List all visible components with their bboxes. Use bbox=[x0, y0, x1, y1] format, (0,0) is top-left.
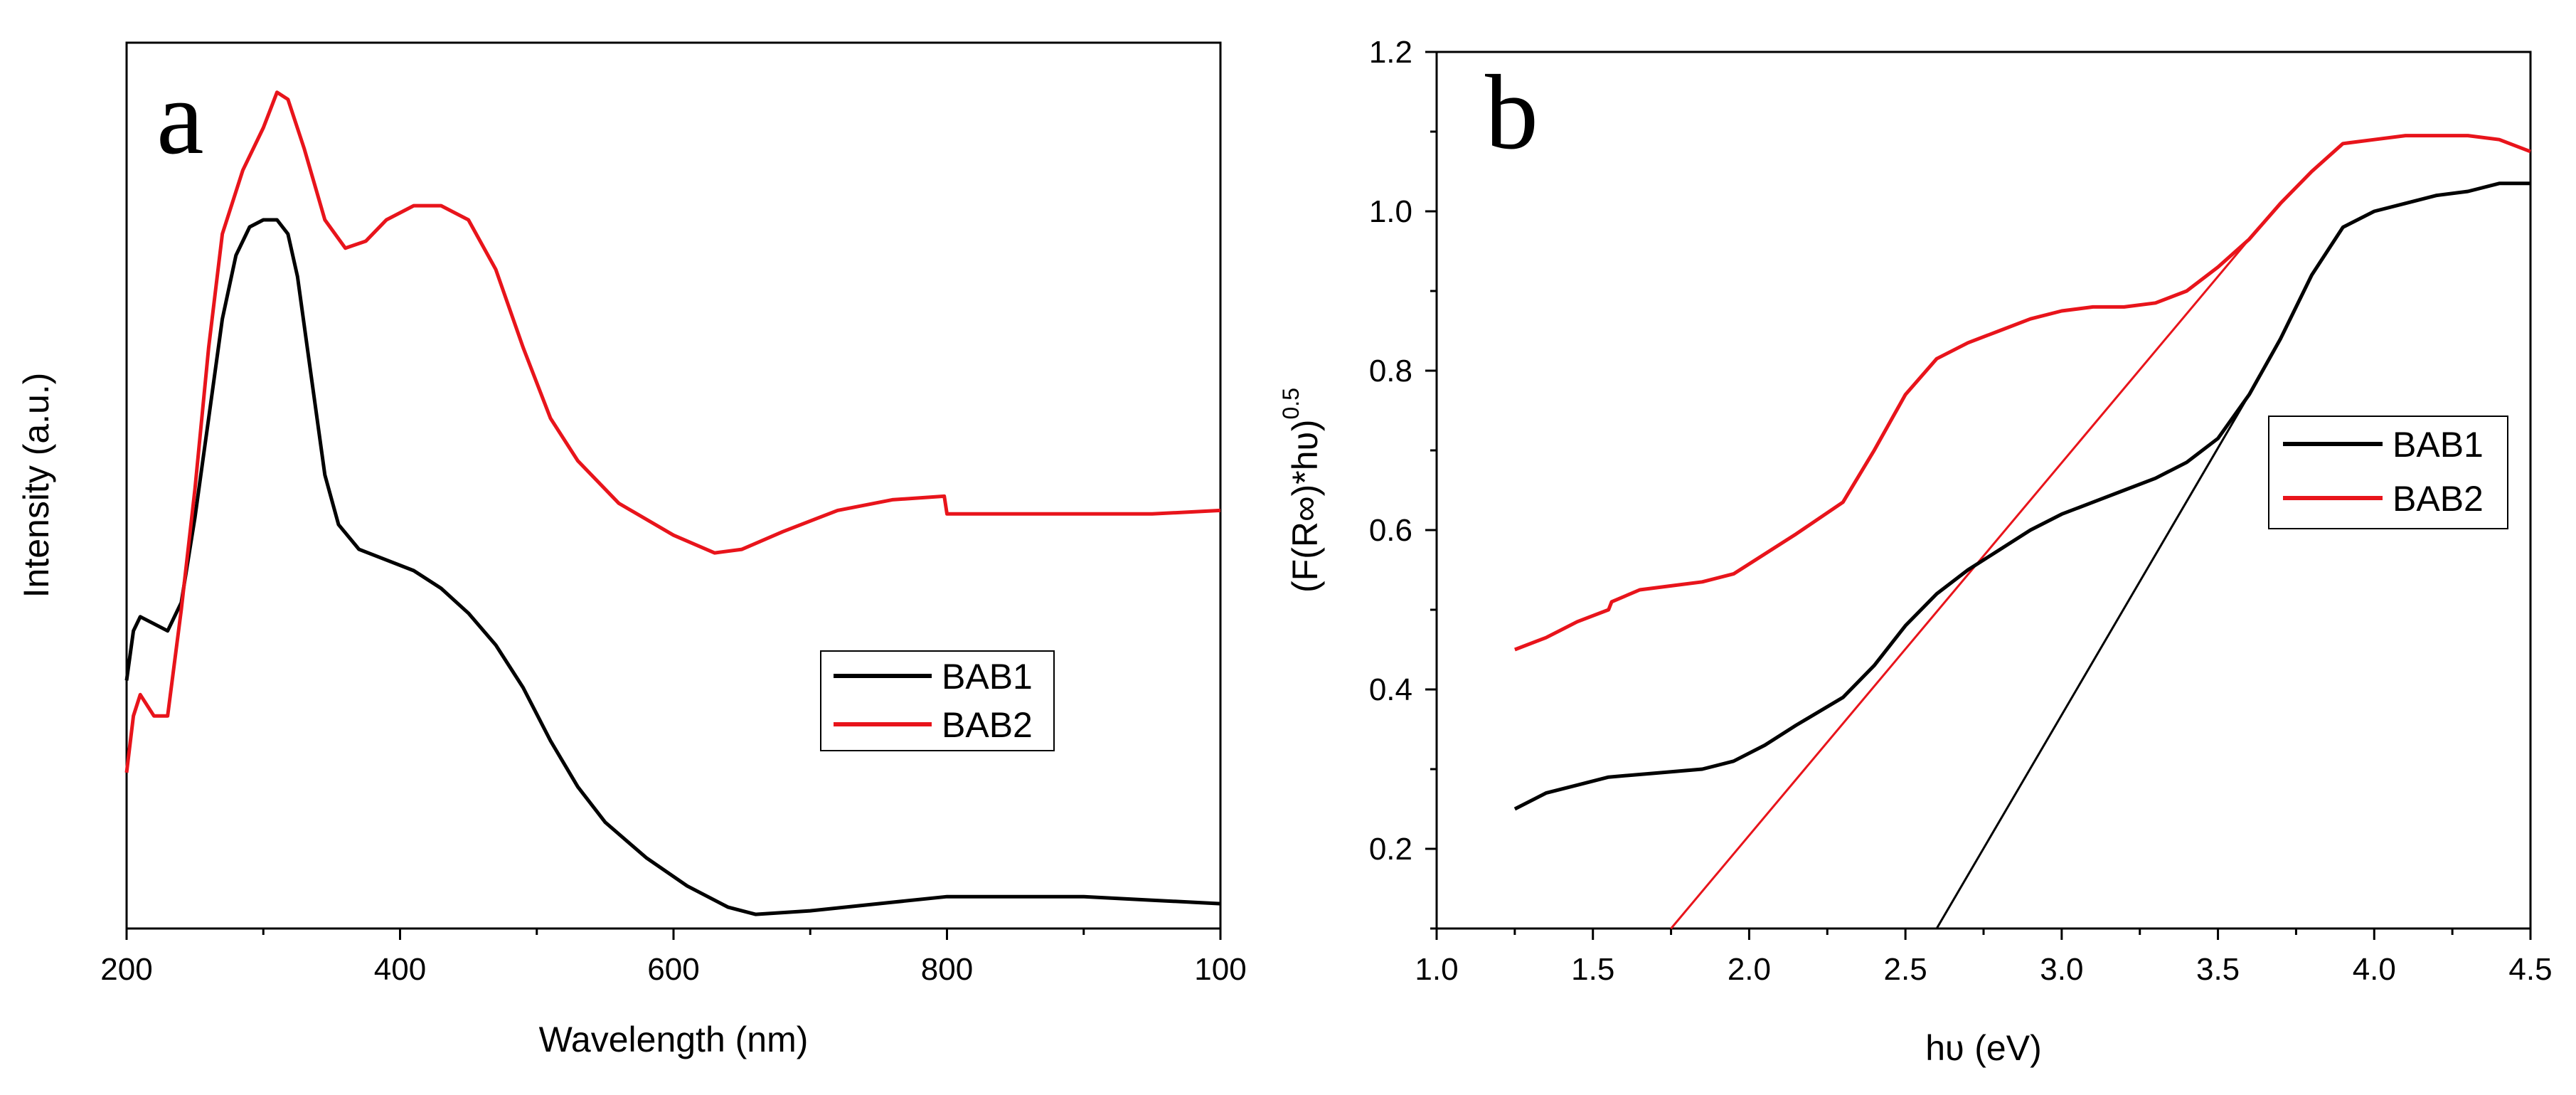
panel-a-chart: a 200 400 600 800 100 Wavelength (nm) Intens… bbox=[16, 41, 1247, 1059]
panel-b-chart: b 1.0 1.5 2.0 2.5 3.0 3.5 4.0 4.5 0.2 0.4 0.6 0.8 1… bbox=[1278, 35, 2553, 1068]
panel-a-plot-frame bbox=[125, 41, 1222, 930]
panel-b-tangent-lines bbox=[1670, 238, 2250, 929]
panel-b-x-tick-label: 4.0 bbox=[2353, 952, 2396, 987]
panel-a-legend: BAB1 BAB2 bbox=[820, 650, 1055, 751]
panel-b-y-tick-label: 0.6 bbox=[1369, 513, 1412, 548]
panel-a-x-ticks: 200 400 600 800 100 bbox=[100, 929, 1247, 987]
panel-b-y-tick-label: 1.0 bbox=[1369, 194, 1412, 229]
panel-a-x-tick-label: 600 bbox=[647, 952, 699, 987]
panel-b-series bbox=[1513, 134, 2531, 811]
panel-b-legend: BAB1 BAB2 bbox=[2268, 416, 2508, 529]
panel-b-tangent-bab1 bbox=[1935, 393, 2250, 929]
panel-b-legend-box bbox=[2268, 416, 2508, 529]
panel-b-series-bab2 bbox=[1514, 134, 2531, 652]
panel-b-x-tick-label: 2.0 bbox=[1728, 952, 1771, 987]
panel-a-x-tick-label: 200 bbox=[100, 952, 152, 987]
panel-a-legend-label-bab2: BAB2 bbox=[942, 705, 1033, 745]
panel-b-x-tick-label: 1.5 bbox=[1571, 952, 1614, 987]
panel-b-tangent-bab2 bbox=[1670, 238, 2250, 929]
panel-b-y-axis-label: (F(R∞)*hʋ)0.5 bbox=[1278, 388, 1325, 593]
panel-b-x-axis-label: hʋ (eV) bbox=[1925, 1028, 2042, 1068]
panel-a-letter: a bbox=[156, 58, 204, 176]
panel-a-series-bab2 bbox=[124, 90, 1221, 773]
panel-b-series-bab1 bbox=[1513, 181, 2530, 811]
panel-a-legend-label-bab1: BAB1 bbox=[942, 657, 1033, 697]
panel-b-x-tick-label: 3.5 bbox=[2196, 952, 2240, 987]
panel-b-y-ticks: 0.2 0.4 0.6 0.8 1.0 1.2 bbox=[1369, 35, 1437, 930]
panel-b-x-ticks: 1.0 1.5 2.0 2.5 3.0 3.5 4.0 4.5 bbox=[1415, 929, 2553, 987]
panel-b-x-tick-label: 2.5 bbox=[1884, 952, 1927, 987]
panel-b-x-tick-label: 3.0 bbox=[2040, 952, 2083, 987]
panel-b-legend-label-bab2: BAB2 bbox=[2393, 479, 2484, 519]
panel-b-y-tick-label: 0.8 bbox=[1369, 354, 1412, 388]
panel-b-legend-label-bab1: BAB1 bbox=[2393, 425, 2484, 465]
panel-a-series-bab1 bbox=[124, 218, 1221, 916]
panel-b-y-tick-label: 1.2 bbox=[1369, 35, 1412, 70]
panel-b-y-axis-label-base: (F(R∞)*hʋ) bbox=[1285, 419, 1325, 593]
panel-b-y-axis-label-exponent: 0.5 bbox=[1278, 388, 1304, 419]
panel-b-y-tick-label: 0.4 bbox=[1369, 672, 1412, 707]
panel-b-x-tick-label: 1.0 bbox=[1415, 952, 1458, 987]
panel-b-letter: b bbox=[1485, 53, 1538, 171]
panel-b-y-tick-label: 0.2 bbox=[1369, 832, 1412, 867]
panel-a-x-tick-label: 400 bbox=[374, 952, 426, 987]
panel-a-x-tick-label: 800 bbox=[921, 952, 973, 987]
panel-a-x-axis-label: Wavelength (nm) bbox=[539, 1020, 809, 1059]
panel-a-series bbox=[124, 90, 1221, 916]
panel-a-legend-box bbox=[820, 650, 1055, 751]
panel-b-x-tick-label: 4.5 bbox=[2508, 952, 2552, 987]
panel-a-y-axis-label: Intensity (a.u.) bbox=[16, 373, 56, 598]
panel-a-x-tick-label: 100 bbox=[1194, 952, 1246, 987]
